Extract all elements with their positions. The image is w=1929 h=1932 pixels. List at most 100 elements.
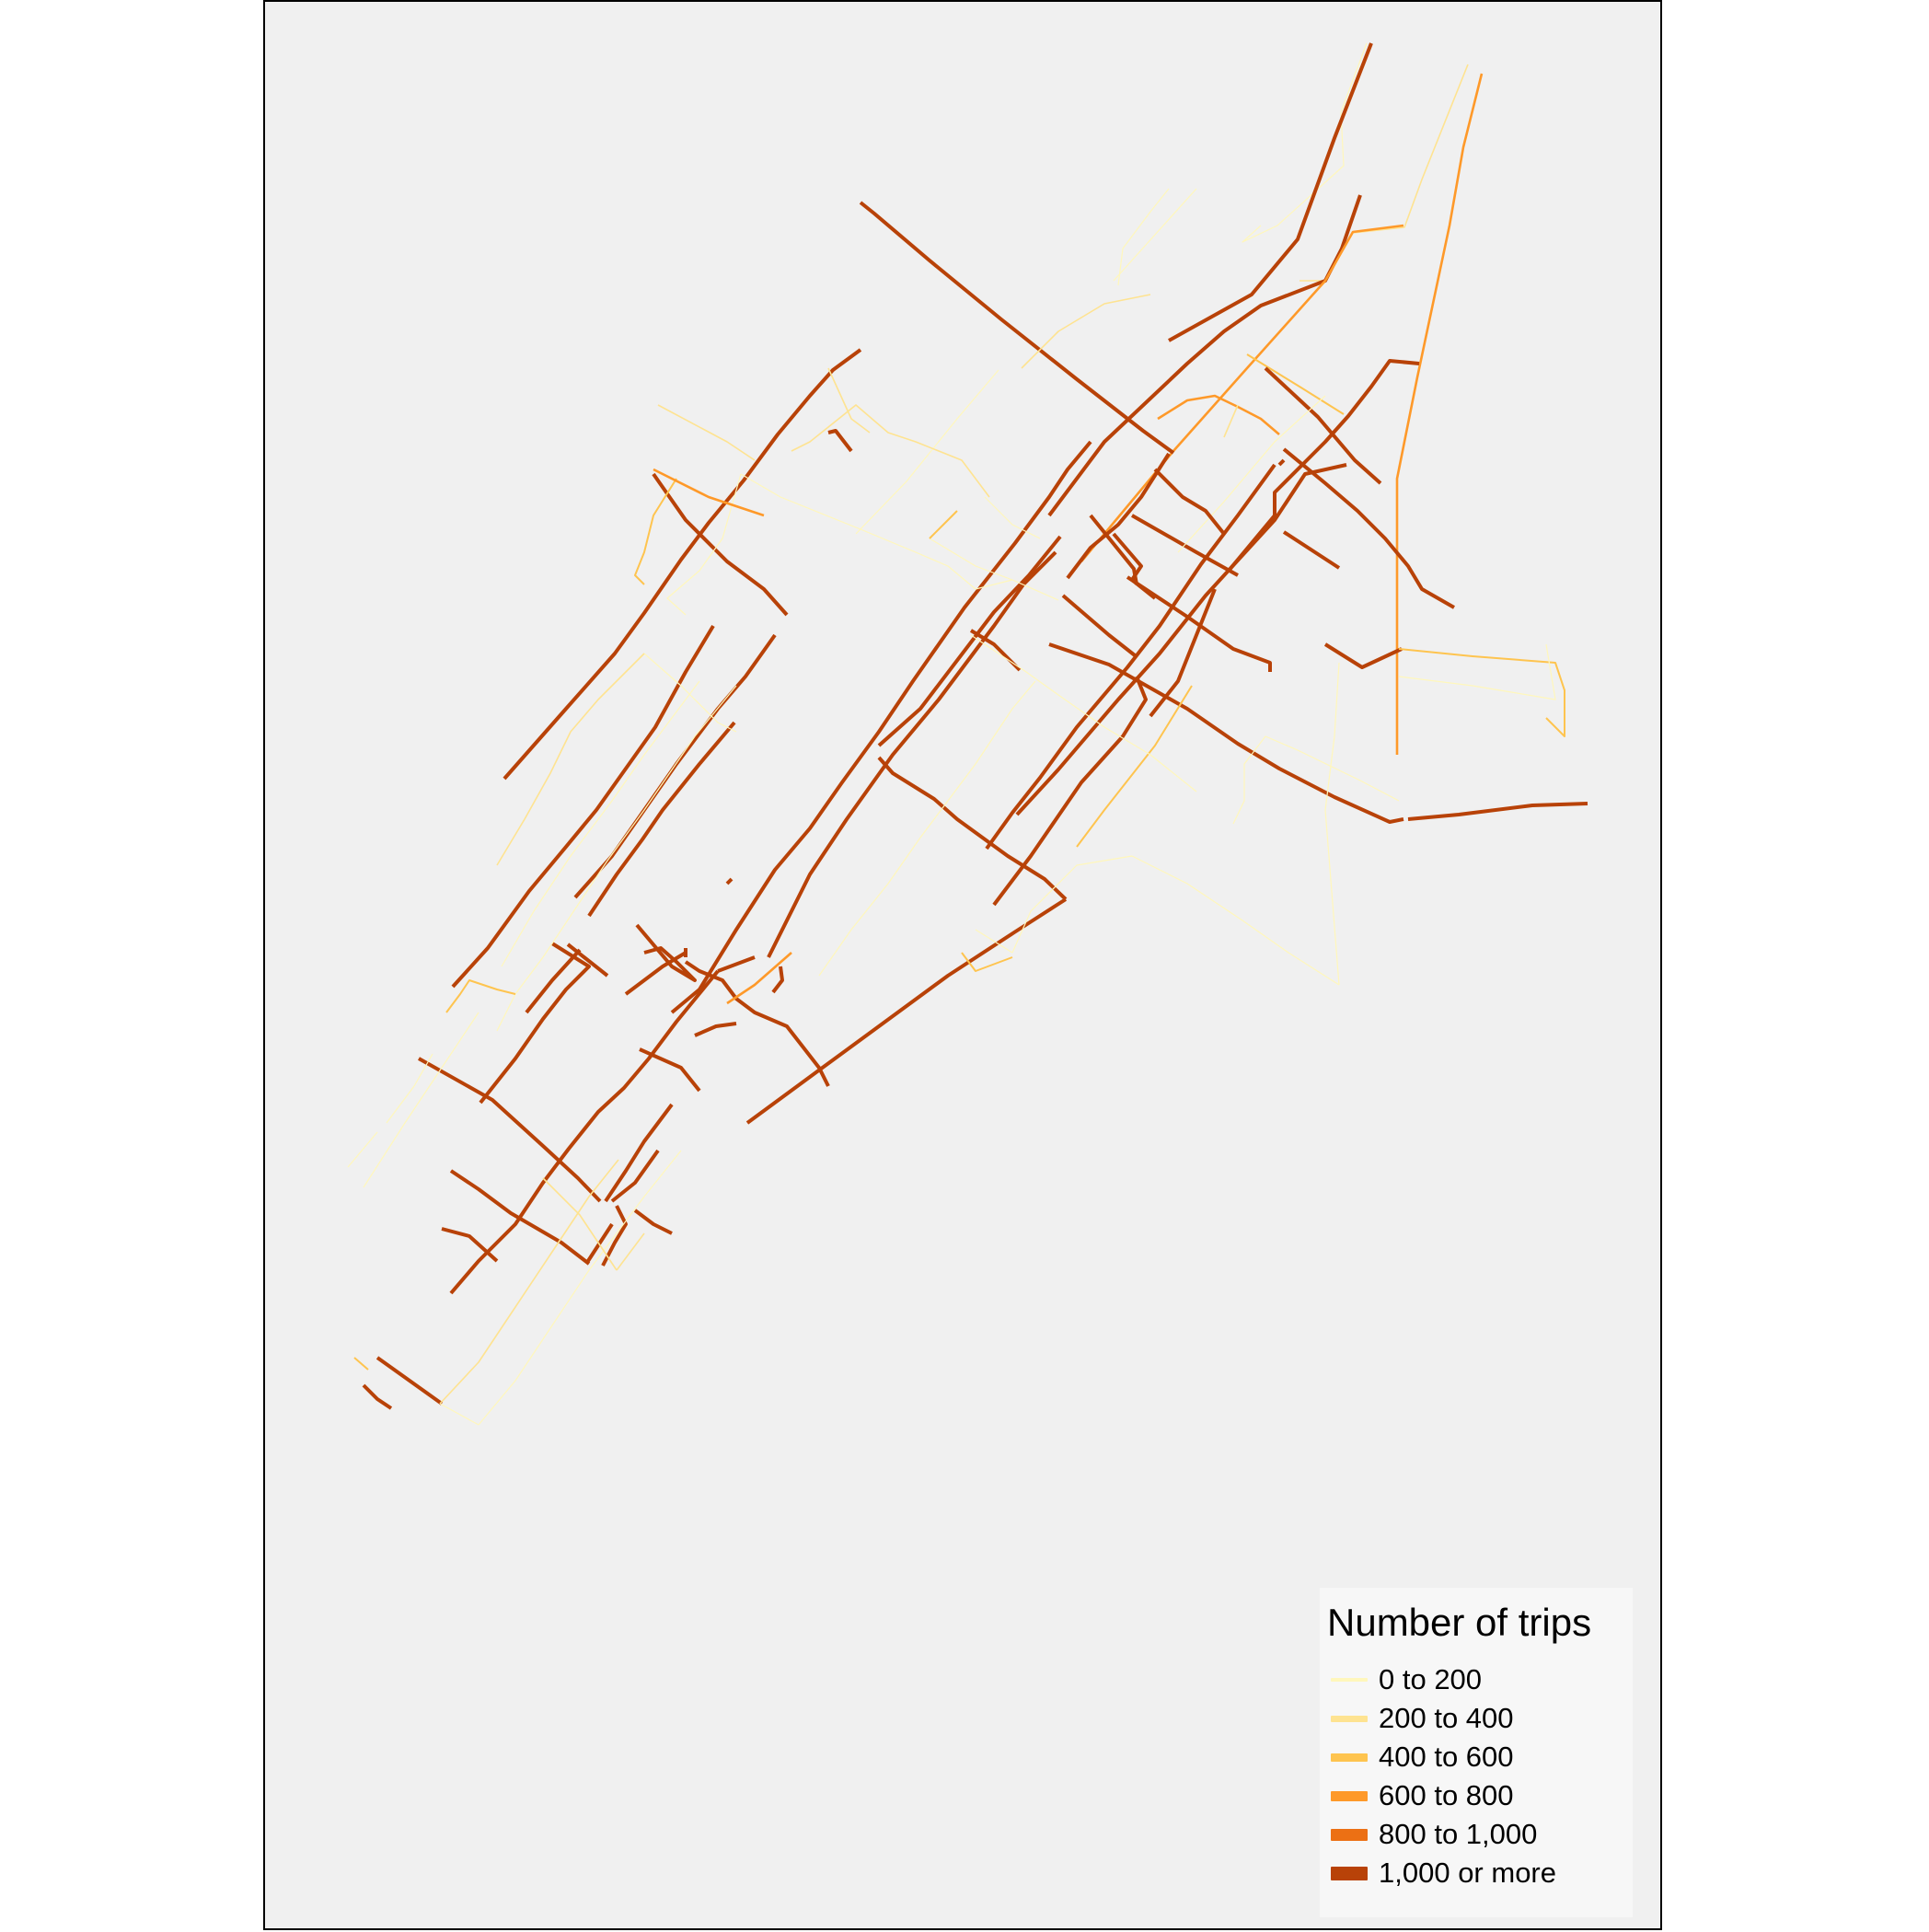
- route-segment: [818, 837, 921, 977]
- route-segment: [1277, 458, 1286, 467]
- route-segment: [684, 960, 830, 1087]
- route-segment: [1223, 404, 1239, 438]
- legend-label: 200 to 400: [1379, 1702, 1514, 1734]
- route-segment: [439, 1159, 619, 1405]
- route-segment: [975, 579, 1013, 590]
- route-segment: [919, 680, 1036, 839]
- legend-swatch: [1331, 1753, 1368, 1762]
- route-segment: [771, 966, 784, 994]
- route-segment: [643, 653, 737, 733]
- route-segment: [496, 685, 737, 1032]
- route-segment: [1168, 42, 1373, 342]
- route-segment: [1131, 514, 1239, 577]
- route-segment: [634, 478, 677, 585]
- route-segment: [961, 952, 1013, 972]
- legend-label: 1,000 or more: [1379, 1857, 1556, 1889]
- route-segment: [984, 496, 1041, 539]
- route-segment: [657, 404, 756, 461]
- route-segment: [1157, 394, 1280, 435]
- route-segment: [827, 429, 853, 453]
- route-segment: [362, 1383, 393, 1410]
- route-segment: [439, 1403, 479, 1426]
- route-segment: [542, 1177, 618, 1271]
- route-segment: [1177, 395, 1326, 553]
- legend-swatch: [1331, 1828, 1368, 1841]
- route-segment: [1153, 468, 1226, 536]
- route-segment: [827, 367, 871, 434]
- route-segment: [496, 653, 645, 866]
- route-segment: [1246, 353, 1345, 415]
- route-segment: [449, 969, 720, 1295]
- route-segment: [1323, 642, 1403, 669]
- route-segment: [449, 1169, 591, 1266]
- route-segment: [375, 1356, 444, 1406]
- route-segment: [1149, 588, 1217, 718]
- route-segment: [1282, 447, 1455, 609]
- legend-swatch: [1331, 1715, 1368, 1722]
- route-segment: [418, 1057, 602, 1203]
- map-legend: Number of trips 0 to 200 200 to 400 400 …: [1320, 1588, 1633, 1917]
- route-segment: [970, 634, 1197, 792]
- route-segment: [1047, 194, 1362, 517]
- route-segment: [929, 538, 1059, 601]
- route-segment: [1112, 532, 1143, 582]
- route-segment: [1130, 578, 1157, 600]
- route-segment: [726, 952, 792, 1005]
- legend-label: 400 to 600: [1379, 1741, 1514, 1773]
- route-segment: [740, 473, 976, 590]
- route-segment: [633, 1209, 673, 1235]
- route-segment: [652, 472, 789, 617]
- route-segment: [1398, 643, 1556, 700]
- route-segment: [610, 1149, 660, 1203]
- legend-label: 0 to 200: [1379, 1663, 1483, 1695]
- route-segment: [1076, 685, 1193, 848]
- route-segment: [1264, 366, 1382, 485]
- route-segment: [1282, 530, 1341, 570]
- route-segment: [501, 680, 700, 967]
- route-segment: [929, 510, 958, 539]
- route-segment: [1242, 42, 1368, 243]
- route-segment: [1131, 855, 1340, 986]
- route-segment: [877, 756, 1068, 901]
- route-segment: [639, 1047, 701, 1093]
- route-segment: [587, 721, 736, 918]
- route-segment: [441, 1227, 499, 1263]
- route-segment: [478, 1150, 682, 1426]
- route-segment: [725, 877, 733, 885]
- route-segment: [502, 348, 862, 781]
- legend-label: 800 to 1,000: [1379, 1818, 1538, 1850]
- route-segment: [855, 369, 999, 535]
- route-segment: [601, 1205, 628, 1267]
- route-segment: [1113, 188, 1197, 282]
- route-segment: [479, 942, 591, 1105]
- legend-swatch: [1331, 1866, 1368, 1880]
- route-segment: [1117, 188, 1170, 286]
- route-segment: [1066, 452, 1171, 580]
- route-segment: [1407, 802, 1588, 821]
- route-segment: [859, 201, 1175, 455]
- route-segment: [445, 979, 516, 1013]
- route-segment: [1061, 594, 1137, 657]
- route-segment: [1048, 642, 1404, 824]
- route-segment: [566, 943, 609, 978]
- route-segment: [525, 948, 582, 1014]
- route-segment: [670, 440, 1092, 1014]
- route-segment: [1089, 514, 1138, 585]
- route-segment: [975, 929, 1013, 954]
- route-segment: [1398, 648, 1565, 737]
- route-segment: [573, 633, 777, 899]
- route-segment: [1021, 294, 1151, 369]
- route-segment: [1395, 73, 1484, 755]
- legend-label: 600 to 800: [1379, 1779, 1514, 1811]
- legend-swatch: [1331, 1790, 1368, 1801]
- route-segment: [347, 1131, 378, 1168]
- route-segment: [635, 923, 697, 982]
- legend-title: Number of trips: [1327, 1601, 1592, 1644]
- route-segment: [992, 676, 1148, 907]
- route-segment: [666, 473, 742, 616]
- route-segment: [1015, 463, 1347, 816]
- route-segment: [791, 404, 990, 498]
- route-network-map[interactable]: [263, 0, 1662, 1930]
- route-segment: [1324, 662, 1340, 986]
- route-segment: [363, 1012, 479, 1188]
